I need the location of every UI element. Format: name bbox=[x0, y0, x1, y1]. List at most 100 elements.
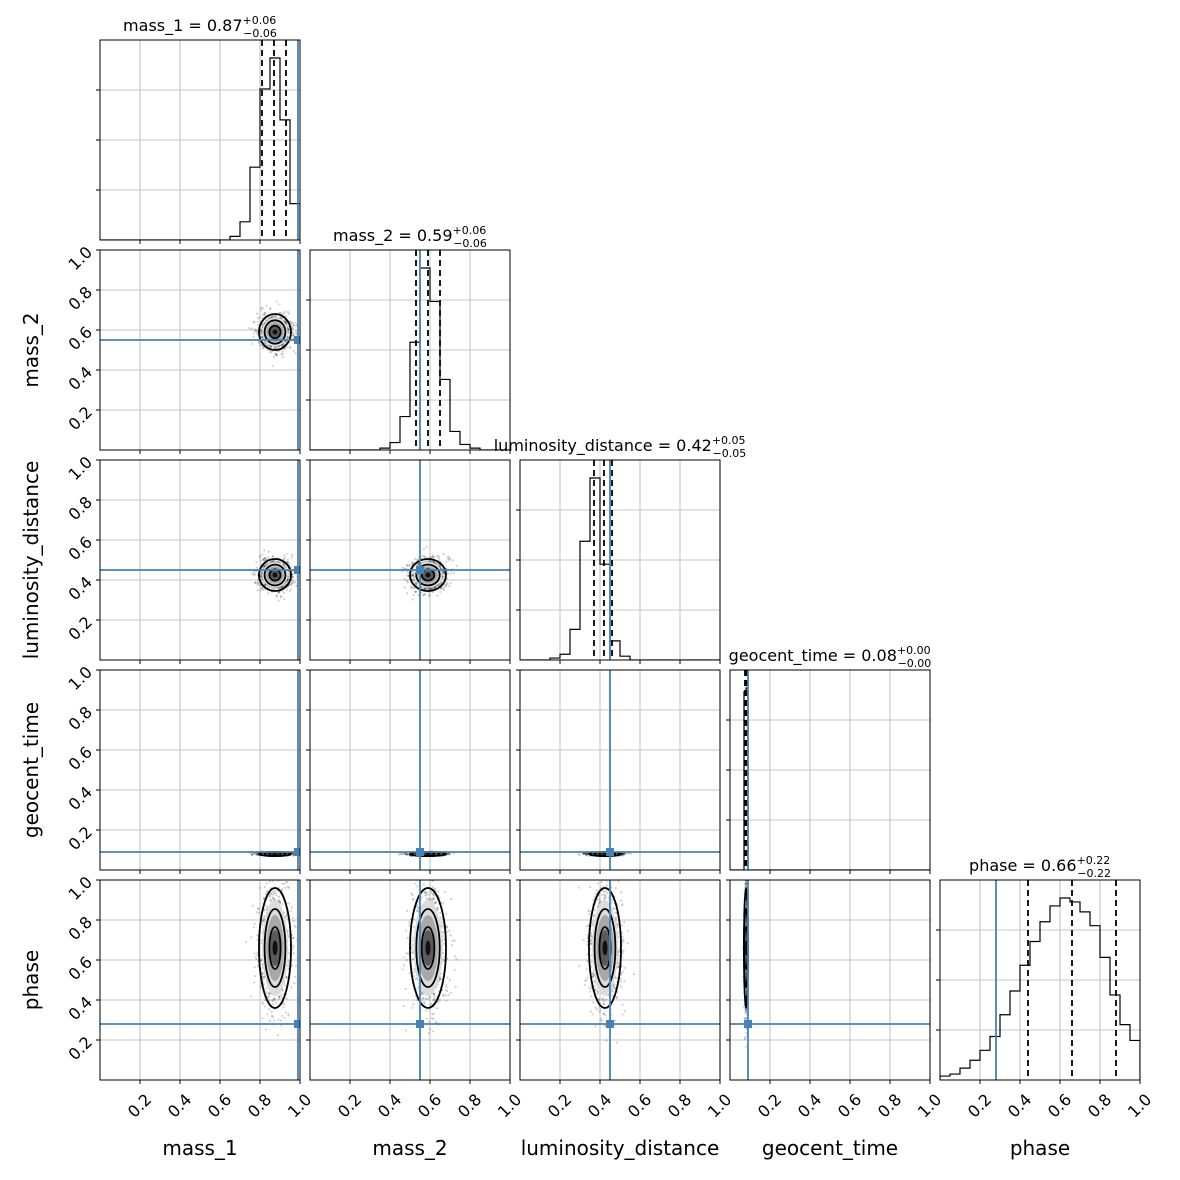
sample-point bbox=[288, 583, 292, 586]
sample-point bbox=[266, 344, 270, 347]
sample-point bbox=[294, 352, 297, 355]
title-mass_1: mass_1 = 0.87+0.06 −0.06 bbox=[123, 14, 277, 40]
sample-point bbox=[250, 572, 253, 575]
sample-point bbox=[285, 321, 288, 325]
sample-point bbox=[275, 595, 278, 598]
sample-point bbox=[262, 557, 265, 560]
sample-point bbox=[291, 852, 294, 855]
sample-point bbox=[287, 573, 291, 576]
sample-point bbox=[423, 587, 426, 590]
sample-point bbox=[272, 560, 275, 563]
sample-point bbox=[290, 556, 293, 559]
sample-point bbox=[260, 587, 263, 590]
sample-point bbox=[291, 325, 294, 328]
sample-point bbox=[262, 566, 265, 570]
sample-point bbox=[281, 312, 284, 315]
sample-point bbox=[271, 560, 274, 563]
sample-point bbox=[273, 315, 277, 318]
y-tick-label: 0.4 bbox=[65, 783, 96, 814]
sample-point bbox=[435, 562, 438, 565]
sample-point bbox=[280, 353, 283, 356]
sample-point bbox=[421, 554, 424, 558]
sample-point bbox=[286, 310, 289, 313]
sample-point bbox=[282, 592, 285, 595]
sample-point bbox=[406, 581, 409, 584]
sample-point bbox=[275, 300, 278, 303]
sample-point bbox=[283, 556, 287, 559]
histogram-luminosity_distance bbox=[520, 477, 720, 660]
panel-content bbox=[100, 460, 300, 660]
sample-point bbox=[437, 559, 440, 562]
sample-point bbox=[279, 586, 282, 589]
sample-point bbox=[291, 576, 294, 579]
sample-point bbox=[622, 853, 625, 856]
sample-point bbox=[286, 580, 289, 583]
sample-point bbox=[279, 311, 282, 315]
sample-point bbox=[448, 556, 451, 559]
sample-point bbox=[292, 336, 295, 340]
sample-point bbox=[274, 346, 277, 350]
sample-point bbox=[412, 587, 416, 590]
sample-point bbox=[291, 331, 294, 334]
sample-point bbox=[252, 320, 255, 323]
sample-point bbox=[260, 309, 263, 312]
sample-point bbox=[269, 560, 273, 563]
sample-point bbox=[264, 558, 267, 561]
sample-point bbox=[585, 854, 588, 857]
sample-point bbox=[287, 329, 290, 333]
sample-point bbox=[289, 582, 292, 585]
sample-point bbox=[443, 572, 446, 575]
sample-point bbox=[413, 557, 417, 560]
panel-content bbox=[310, 670, 510, 870]
sample-point bbox=[256, 320, 259, 323]
panel-frame bbox=[309, 249, 511, 451]
sample-point bbox=[428, 556, 431, 559]
y-tick-label: 0.2 bbox=[65, 613, 96, 644]
sample-point bbox=[275, 354, 278, 357]
sample-point bbox=[253, 321, 256, 324]
sample-point bbox=[261, 323, 264, 326]
sample-point bbox=[293, 581, 297, 584]
sample-point bbox=[275, 594, 278, 597]
sample-point bbox=[252, 332, 256, 335]
sample-point bbox=[407, 575, 410, 578]
sample-point bbox=[411, 562, 414, 565]
sample-point bbox=[256, 332, 259, 336]
sample-point bbox=[274, 352, 277, 355]
sample-point bbox=[260, 586, 264, 589]
title-upper-error: +0.06 bbox=[243, 14, 277, 27]
y-axis-label-luminosity_distance: luminosity_distance bbox=[19, 461, 43, 660]
sample-point bbox=[428, 559, 431, 562]
sample-point bbox=[291, 327, 294, 330]
title-upper-error: +0.05 bbox=[712, 434, 746, 447]
sample-point bbox=[264, 558, 267, 561]
sample-point bbox=[406, 579, 409, 583]
sample-point bbox=[295, 584, 298, 588]
sample-point bbox=[283, 348, 287, 351]
sample-point bbox=[287, 561, 290, 564]
sample-point bbox=[452, 559, 455, 562]
sample-point bbox=[272, 314, 276, 318]
sample-point bbox=[263, 313, 267, 316]
sample-point bbox=[262, 588, 265, 591]
sample-point bbox=[442, 588, 446, 592]
sample-point bbox=[433, 586, 436, 590]
sample-point bbox=[448, 585, 451, 588]
sample-point bbox=[289, 320, 292, 323]
sample-point bbox=[282, 343, 285, 347]
sample-point bbox=[291, 580, 294, 583]
sample-point bbox=[439, 587, 443, 590]
sample-point bbox=[424, 587, 427, 590]
sample-point bbox=[447, 852, 450, 855]
sample-point bbox=[410, 574, 414, 577]
panel-content bbox=[520, 460, 720, 660]
sample-point bbox=[283, 310, 286, 314]
sample-point bbox=[423, 587, 427, 591]
sample-point bbox=[290, 583, 293, 586]
sample-point bbox=[443, 585, 446, 589]
sample-point bbox=[279, 596, 282, 599]
sample-point bbox=[398, 853, 401, 856]
contour-line bbox=[258, 313, 292, 351]
panel-luminosity_distance-geocent_time bbox=[516, 669, 721, 874]
sample-point bbox=[268, 316, 271, 319]
